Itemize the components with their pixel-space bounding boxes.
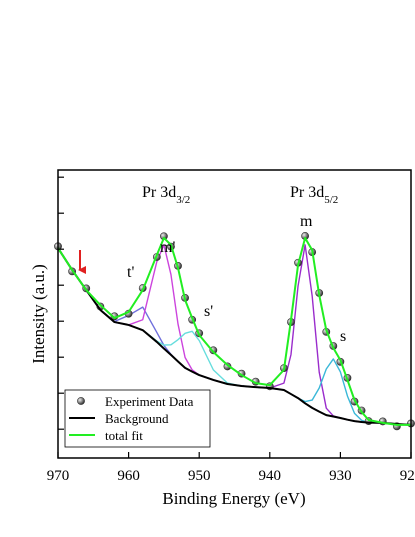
title-subscript: 3/2 [176, 194, 190, 206]
y-axis-label: Intensity (a.u.) [29, 264, 48, 364]
peak-label: s [340, 328, 346, 345]
peak-group-title: Pr 3d3/2 [142, 184, 190, 206]
x-tick-label: 920 [400, 468, 415, 484]
peak-label: s' [204, 303, 213, 320]
x-tick-label: 940 [259, 468, 282, 484]
x-tick-label: 950 [188, 468, 211, 484]
title-text: Pr 3d [142, 184, 176, 201]
title-text: Pr 3d [290, 184, 324, 201]
peak-label: m [300, 213, 313, 230]
x-axis-label: Binding Energy (eV) [162, 489, 305, 508]
legend-label: Background [105, 411, 169, 426]
peak-group-title: Pr 3d5/2 [290, 184, 338, 206]
x-tick-label: 970 [47, 468, 70, 484]
legend-box [64, 389, 211, 448]
title-subscript: 5/2 [324, 194, 338, 206]
peak-label: t' [127, 264, 134, 281]
legend-marker [77, 397, 85, 405]
plot-frame [57, 169, 412, 459]
series-line [57, 247, 412, 426]
peak-label: m' [160, 239, 175, 256]
series-line [57, 236, 411, 426]
legend-label: Experiment Data [105, 394, 194, 409]
x-tick-label: 960 [117, 468, 140, 484]
x-tick-label: 930 [329, 468, 352, 484]
legend-label: total fit [105, 428, 143, 443]
